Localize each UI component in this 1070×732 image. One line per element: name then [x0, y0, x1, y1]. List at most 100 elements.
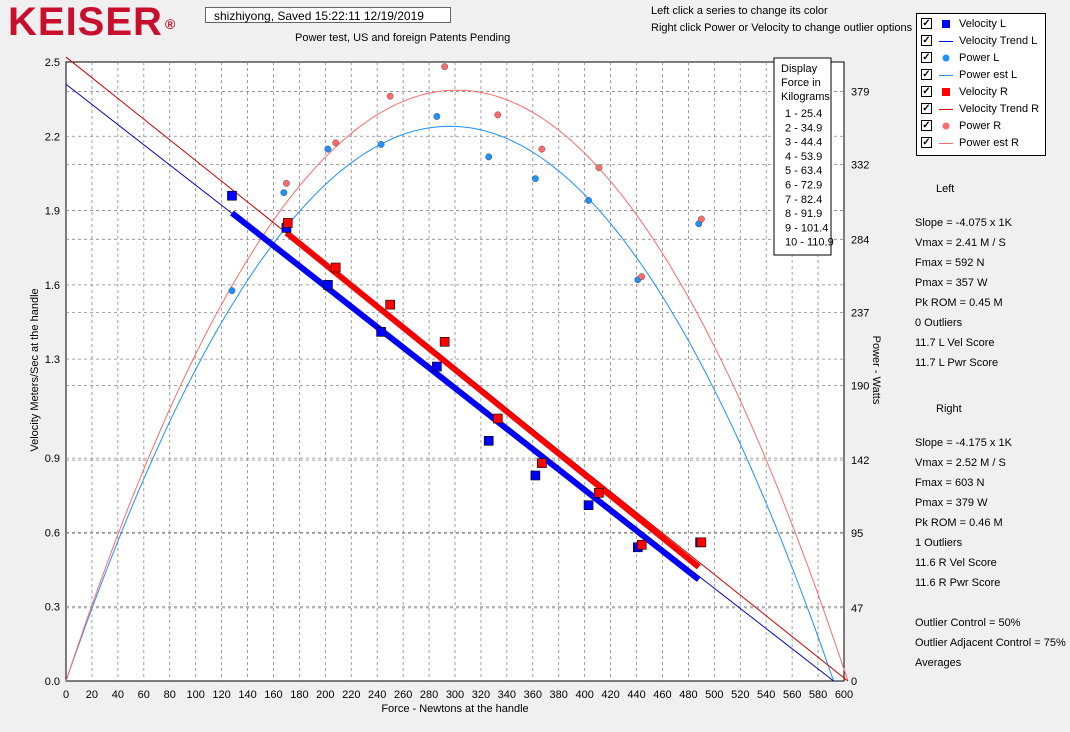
stat-line: Outlier Control = 50% [915, 617, 1021, 629]
y-tick-label: 1.6 [45, 280, 60, 292]
legend-checkbox[interactable]: ✓ [921, 103, 932, 114]
force-box-item: 9 - 101.4 [785, 222, 828, 234]
stat-line: Outlier Adjacent Control = 75% [915, 637, 1066, 649]
x-tick-label: 400 [575, 689, 593, 701]
stat-line: 11.6 R Pwr Score [915, 577, 1001, 589]
grid [66, 62, 844, 681]
legend-item[interactable]: ✓ Velocity Trend L [917, 33, 1045, 50]
y2-tick-label: 284 [851, 234, 869, 246]
y-tick-label: 1.3 [45, 354, 60, 366]
session-status: shizhiyong, Saved 15:22:11 12/19/2019 [205, 7, 451, 23]
legend-item[interactable]: ✓ Power est L [917, 67, 1045, 84]
power-point [441, 63, 449, 71]
legend-checkbox[interactable]: ✓ [921, 35, 932, 46]
square-icon [939, 87, 953, 98]
power-point [332, 139, 340, 147]
x-tick-label: 600 [835, 689, 853, 701]
legend-checkbox[interactable]: ✓ [921, 120, 932, 131]
y2-tick-label: 95 [851, 528, 863, 540]
legend-item[interactable]: ✓ Velocity R [917, 84, 1045, 101]
velocity-point [483, 436, 494, 446]
x-tick-label: 540 [757, 689, 775, 701]
circle-icon [939, 121, 953, 132]
legend-item[interactable]: ✓ Power R [917, 118, 1045, 135]
legend-label: Power R [959, 120, 1002, 132]
right-stats-title: Right [936, 403, 962, 415]
x-tick-label: 580 [809, 689, 827, 701]
power-point [324, 145, 332, 153]
power-point [228, 287, 236, 295]
x-tick-label: 420 [601, 689, 619, 701]
y2-axis-ticks: 0 47 95 142 190 237 284 332 379 [851, 87, 869, 688]
power-point [282, 179, 290, 187]
legend-item[interactable]: ✓ Power est R [917, 135, 1045, 152]
x-tick-label: 440 [627, 689, 645, 701]
legend-checkbox[interactable]: ✓ [921, 137, 932, 148]
force-box-frame [773, 57, 832, 256]
legend-item[interactable]: ✓ Velocity L [917, 16, 1045, 33]
legend-checkbox[interactable]: ✓ [921, 52, 932, 63]
left-stats-title: Left [936, 183, 955, 195]
y2-tick-label: 0 [851, 676, 857, 688]
stat-line: Vmax = 2.41 M / S [915, 237, 1006, 249]
velocity-point [594, 488, 604, 498]
legend-label: Velocity L [959, 18, 1007, 30]
power-point [638, 273, 646, 281]
x-tick-label: 560 [783, 689, 801, 701]
y2-tick-label: 332 [851, 160, 869, 172]
legend-item[interactable]: ✓ Velocity Trend R [917, 101, 1045, 118]
velocity-point [696, 537, 707, 548]
legend-label: Power est R [959, 137, 1019, 149]
x-tick-label: 320 [472, 689, 490, 701]
power-point [433, 112, 441, 120]
legend-checkbox[interactable]: ✓ [921, 18, 932, 29]
legend-label: Velocity Trend L [959, 35, 1038, 47]
power-point [377, 140, 385, 148]
legend-item[interactable]: ✓ Power L [917, 50, 1045, 67]
force-box-item: 1 - 25.4 [785, 108, 822, 120]
legend-checkbox[interactable]: ✓ [921, 86, 932, 97]
power-point [595, 164, 603, 172]
stat-line: 1 Outliers [915, 537, 963, 549]
y2-tick-label: 47 [851, 603, 863, 615]
x-tick-label: 0 [63, 689, 69, 701]
x-tick-label: 460 [653, 689, 671, 701]
curves [65, 89, 849, 682]
x-tick-label: 40 [112, 689, 124, 701]
x-tick-label: 500 [705, 689, 723, 701]
force-box-item: 6 - 72.9 [785, 180, 822, 192]
force-box-item: 2 - 34.9 [785, 122, 822, 134]
power-point [386, 92, 394, 100]
y2-tick-label: 379 [851, 87, 869, 99]
velocity-point [376, 327, 386, 337]
x-tick-label: 140 [238, 689, 256, 701]
y2-tick-label: 190 [851, 380, 869, 392]
x-tick-label: 360 [524, 689, 542, 701]
y-axis-ticks: 0.0 0.3 0.6 0.9 1.3 1.6 1.9 2.2 2.5 [45, 57, 60, 688]
velocity-point [530, 470, 541, 481]
series-legend: ✓ Velocity L ✓ Velocity Trend L ✓ Power L ✓ Pow… [916, 13, 1046, 156]
velocity-trend-extended-line [65, 56, 849, 682]
lines [65, 56, 849, 682]
x-tick-label: 100 [186, 689, 204, 701]
power-point [531, 175, 539, 183]
x-tick-label: 160 [264, 689, 282, 701]
logo-text: KEISER [8, 0, 163, 44]
force-box-item: 8 - 91.9 [785, 208, 822, 220]
line-icon [939, 104, 953, 115]
legend-label: Velocity Trend R [959, 103, 1040, 115]
registered-mark: ® [164, 16, 177, 32]
y2-tick-label: 237 [851, 307, 869, 319]
force-box-title: Display [781, 63, 818, 75]
force-box-title: Force in [781, 77, 821, 89]
stat-line: 11.7 L Pwr Score [915, 357, 999, 369]
keiser-logo: KEISER ® [8, 2, 176, 42]
legend-checkbox[interactable]: ✓ [921, 69, 932, 80]
x-tick-label: 520 [731, 689, 749, 701]
line-icon [939, 36, 953, 47]
x-tick-label: 60 [138, 689, 150, 701]
velocity-trend-line [284, 230, 701, 570]
stat-line: Slope = -4.075 x 1K [915, 217, 1012, 229]
x-axis-ticks: 0 20 40 60 80 100 120 140 160 180 200 220 240 260 280 3… [63, 689, 853, 701]
